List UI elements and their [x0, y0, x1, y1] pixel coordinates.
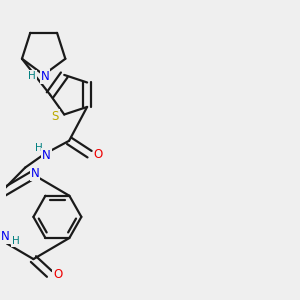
Text: O: O: [94, 148, 103, 161]
Text: S: S: [51, 110, 58, 123]
Text: N: N: [1, 230, 10, 243]
Text: N: N: [42, 149, 51, 162]
Text: H: H: [28, 71, 36, 81]
Text: N: N: [31, 167, 39, 180]
Text: O: O: [53, 268, 62, 281]
Text: H: H: [12, 236, 20, 246]
Text: H: H: [35, 142, 43, 153]
Text: N: N: [41, 70, 50, 83]
